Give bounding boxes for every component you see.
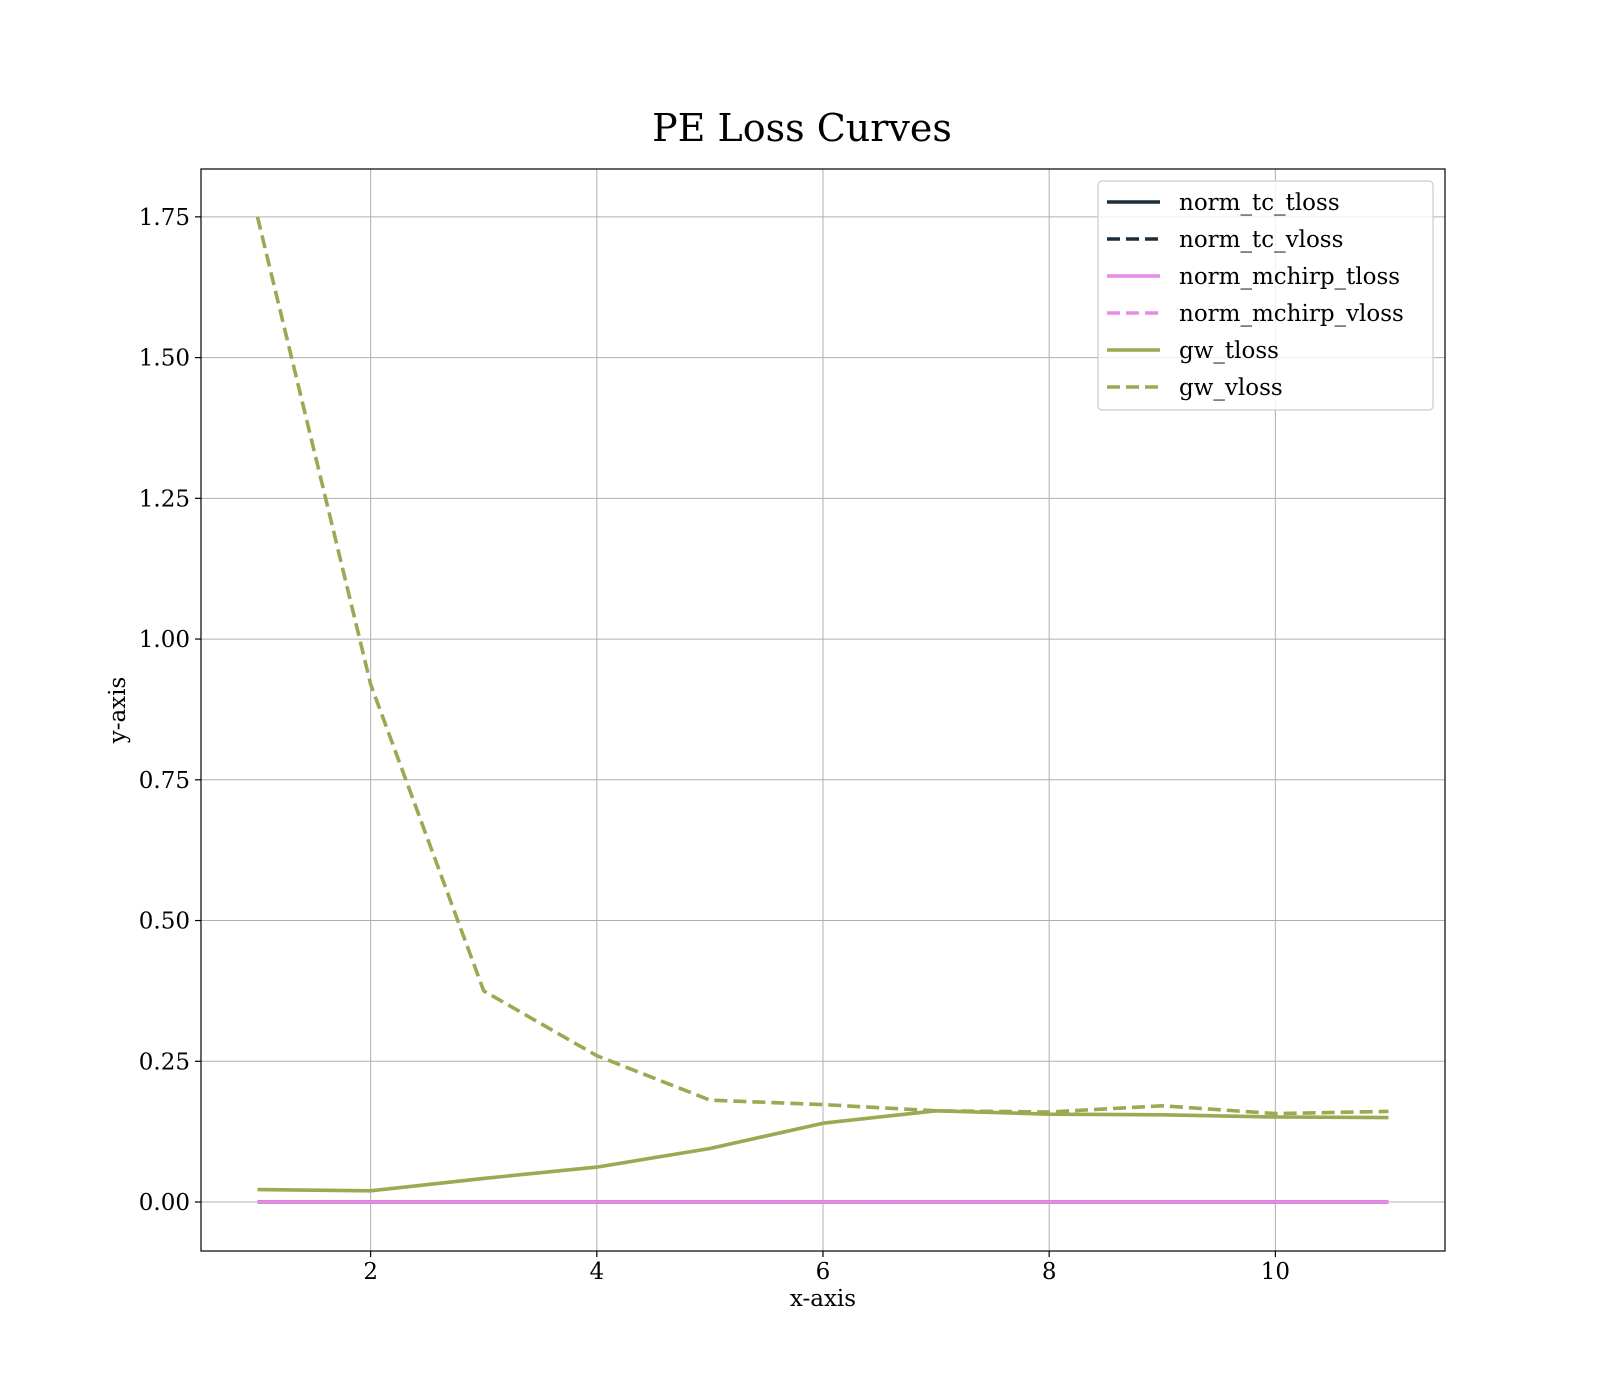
y-axis-label: y-axis xyxy=(105,677,131,745)
legend-label: norm_tc_tloss xyxy=(1179,190,1340,216)
y-tick-label: 1.75 xyxy=(139,205,190,231)
y-tick-label: 1.00 xyxy=(139,627,190,653)
y-tick-label: 0.00 xyxy=(139,1190,190,1216)
x-tick-label: 6 xyxy=(816,1259,831,1285)
x-tick-label: 10 xyxy=(1261,1259,1290,1285)
legend-label: gw_tloss xyxy=(1179,338,1279,364)
y-tick-label: 0.50 xyxy=(139,909,190,935)
legend-label: norm_mchirp_tloss xyxy=(1179,264,1400,290)
legend: norm_tc_tloss norm_tc_vloss norm_mchirp_tl… xyxy=(1097,180,1434,411)
y-tick-label: 1.25 xyxy=(139,486,190,512)
legend-label: norm_mchirp_vloss xyxy=(1179,301,1404,327)
legend-box xyxy=(1097,180,1434,411)
y-tick-label: 0.25 xyxy=(139,1049,190,1075)
legend-label: norm_tc_vloss xyxy=(1179,227,1343,253)
axis-ticks: 2 4 6 8 10 0.00 0.25 0.50 0.75 1.00 1.25 1.50 1.75 xyxy=(139,205,1290,1285)
x-tick-label: 2 xyxy=(363,1259,378,1285)
series-line-gw-tloss xyxy=(257,1109,1389,1193)
x-tick-label: 8 xyxy=(1042,1259,1057,1285)
x-tick-label: 4 xyxy=(589,1259,604,1285)
grid-lines xyxy=(201,169,1445,1251)
chart-title: PE Loss Curves xyxy=(652,106,952,150)
series-line-gw-vloss xyxy=(255,216,1389,1116)
y-tick-label: 0.75 xyxy=(139,768,190,794)
legend-label: gw_vloss xyxy=(1179,375,1283,401)
plot-area xyxy=(255,216,1389,1204)
x-axis-label: x-axis xyxy=(790,1286,856,1312)
y-tick-label: 1.50 xyxy=(139,346,190,372)
